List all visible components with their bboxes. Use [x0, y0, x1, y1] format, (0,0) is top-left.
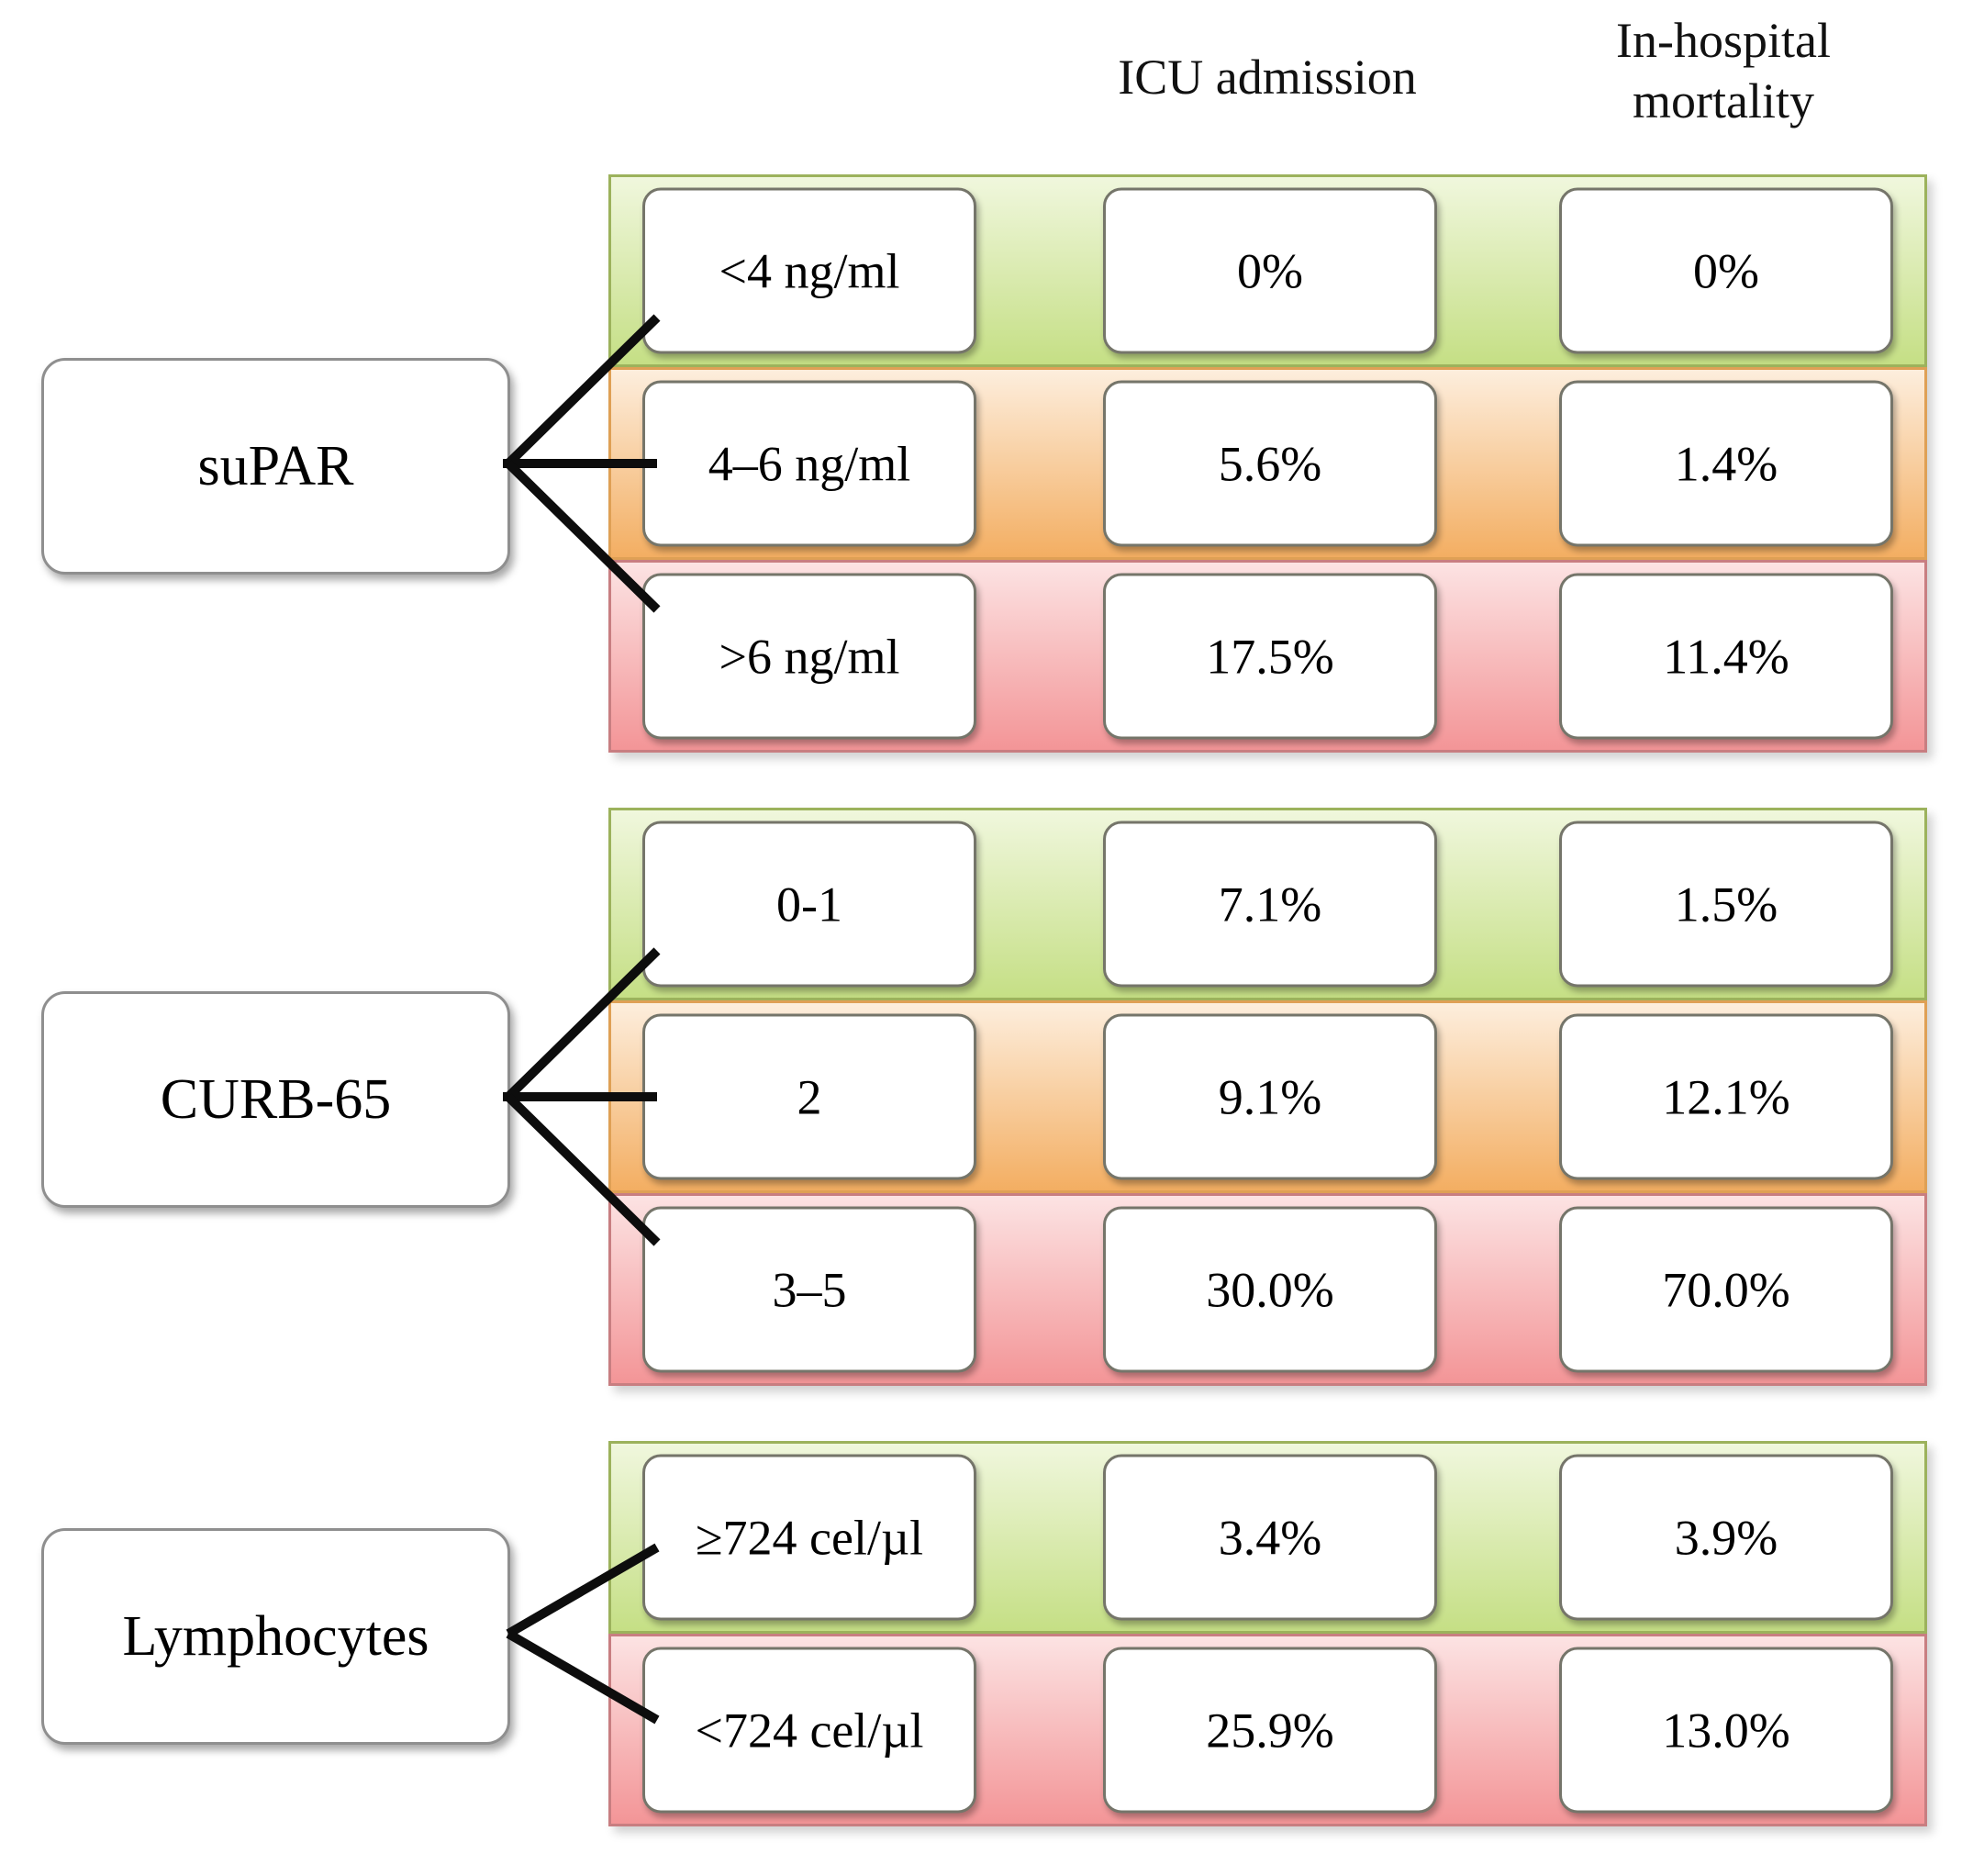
mortality-value-cell-text: 1.4%	[1674, 436, 1778, 491]
category-cell: >6 ng/ml	[642, 573, 976, 740]
icu-admission-header: ICU admission	[1118, 50, 1417, 105]
category-cell-text: <724 cel/µl	[695, 1703, 924, 1758]
category-cell-text: ≥724 cel/µl	[695, 1510, 924, 1565]
icu-value-cell-text: 7.1%	[1218, 877, 1322, 932]
icu-value-cell-text: 9.1%	[1218, 1069, 1322, 1124]
icu-value-cell: 25.9%	[1103, 1647, 1437, 1814]
icu-value-cell-text: 25.9%	[1206, 1703, 1334, 1758]
category-cell-text: 0-1	[776, 877, 842, 932]
curb65-group-table: 0-1 7.1% 1.5% 2 9.1% 12.1% 3–5 30.0% 70.0%	[608, 808, 1927, 1386]
mortality-value-cell: 1.5%	[1559, 821, 1893, 988]
category-cell: 0-1	[642, 821, 976, 988]
icu-value-cell-text: 30.0%	[1206, 1262, 1334, 1317]
icu-value-cell-text: 5.6%	[1218, 436, 1322, 491]
group-label-curb65: CURB-65	[41, 991, 510, 1208]
risk-band-low: 0-1 7.1% 1.5%	[608, 808, 1927, 1000]
category-cell-text: 3–5	[772, 1262, 847, 1317]
mortality-value-cell: 1.4%	[1559, 380, 1893, 547]
mortality-value-cell-text: 0%	[1693, 243, 1759, 298]
icu-value-cell: 5.6%	[1103, 380, 1437, 547]
mortality-value-cell: 12.1%	[1559, 1013, 1893, 1180]
group-label-text: suPAR	[197, 434, 354, 497]
risk-band-medium: 2 9.1% 12.1%	[608, 1000, 1927, 1193]
category-cell: 2	[642, 1013, 976, 1180]
group-label-text: CURB-65	[160, 1067, 392, 1131]
in-hospital-mortality-header: In-hospital mortality	[1616, 13, 1831, 128]
mortality-value-cell-text: 3.9%	[1674, 1510, 1778, 1565]
icu-value-cell: 30.0%	[1103, 1206, 1437, 1373]
category-cell: <4 ng/ml	[642, 187, 976, 354]
risk-band-high: <724 cel/µl 25.9% 13.0%	[608, 1634, 1927, 1826]
mortality-value-cell: 11.4%	[1559, 573, 1893, 740]
category-cell-text: 4–6 ng/ml	[708, 436, 911, 491]
icu-value-cell-text: 17.5%	[1206, 629, 1334, 684]
mortality-value-cell-text: 13.0%	[1662, 1703, 1790, 1758]
icu-value-cell: 7.1%	[1103, 821, 1437, 988]
group-label-lymphocytes: Lymphocytes	[41, 1528, 510, 1745]
category-cell: ≥724 cel/µl	[642, 1454, 976, 1621]
lymphocytes-group-table: ≥724 cel/µl 3.4% 3.9% <724 cel/µl 25.9% 13.0%	[608, 1441, 1927, 1826]
mortality-value-cell-text: 1.5%	[1674, 877, 1778, 932]
icu-value-cell: 0%	[1103, 187, 1437, 354]
category-cell: <724 cel/µl	[642, 1647, 976, 1814]
risk-band-high: >6 ng/ml 17.5% 11.4%	[608, 560, 1927, 753]
risk-band-medium: 4–6 ng/ml 5.6% 1.4%	[608, 367, 1927, 560]
mortality-value-cell: 0%	[1559, 187, 1893, 354]
group-label-supar: suPAR	[41, 358, 510, 575]
category-cell-text: 2	[797, 1069, 822, 1124]
mortality-value-cell: 13.0%	[1559, 1647, 1893, 1814]
icu-value-cell: 3.4%	[1103, 1454, 1437, 1621]
risk-band-high: 3–5 30.0% 70.0%	[608, 1193, 1927, 1386]
risk-band-low: <4 ng/ml 0% 0%	[608, 174, 1927, 367]
category-cell-text: <4 ng/ml	[719, 243, 900, 298]
mortality-value-cell-text: 12.1%	[1662, 1069, 1790, 1124]
group-label-text: Lymphocytes	[122, 1604, 429, 1668]
mortality-value-cell-text: 11.4%	[1663, 629, 1789, 684]
icu-value-cell: 17.5%	[1103, 573, 1437, 740]
icu-value-cell: 9.1%	[1103, 1013, 1437, 1180]
category-cell: 3–5	[642, 1206, 976, 1373]
mortality-value-cell-text: 70.0%	[1662, 1262, 1790, 1317]
risk-band-low: ≥724 cel/µl 3.4% 3.9%	[608, 1441, 1927, 1634]
mortality-value-cell: 70.0%	[1559, 1206, 1893, 1373]
supar-group-table: <4 ng/ml 0% 0% 4–6 ng/ml 5.6% 1.4% >6 ng/ml 17.…	[608, 174, 1927, 753]
category-cell-text: >6 ng/ml	[719, 629, 900, 684]
mortality-value-cell: 3.9%	[1559, 1454, 1893, 1621]
icu-value-cell-text: 0%	[1237, 243, 1303, 298]
icu-value-cell-text: 3.4%	[1218, 1510, 1322, 1565]
category-cell: 4–6 ng/ml	[642, 380, 976, 547]
